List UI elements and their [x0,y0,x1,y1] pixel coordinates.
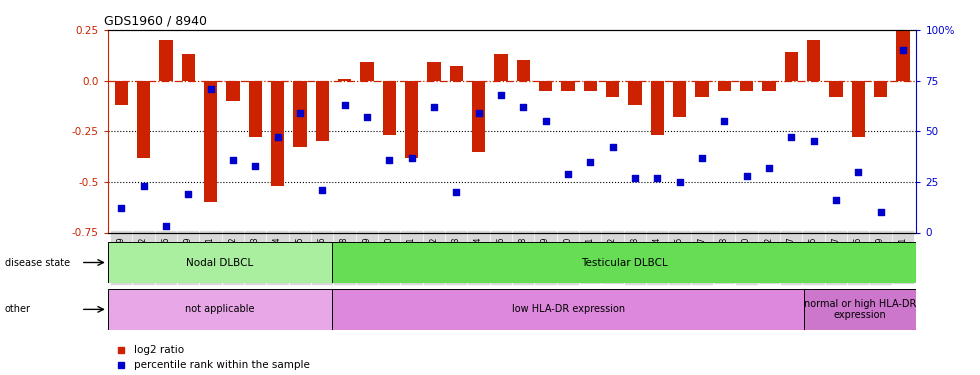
Bar [516,60,530,81]
Point [538,118,554,124]
Point [694,154,710,160]
Point [470,110,486,116]
Bar [108,242,332,283]
Point [381,157,397,163]
Bar [896,26,909,81]
Bar [226,81,239,101]
Point [806,138,821,144]
Point [114,205,129,211]
Point [493,92,509,98]
Bar [852,81,865,137]
Bar [874,81,887,97]
Legend: log2 ratio, percentile rank within the sample: log2 ratio, percentile rank within the s… [113,341,314,375]
Bar [695,81,709,97]
Point [203,86,219,92]
Bar [494,54,508,81]
Text: Nodal DLBCL: Nodal DLBCL [186,258,254,267]
Text: other: other [5,304,31,314]
Point [783,134,799,140]
Bar [583,81,597,91]
Point [247,163,263,169]
Bar [785,52,798,81]
Bar [628,81,642,105]
Point [560,171,575,177]
Text: GDS1960 / 8940: GDS1960 / 8940 [104,15,207,27]
Bar [427,62,441,81]
Point [671,179,687,185]
Bar [562,81,574,91]
Bar [159,40,172,81]
Point [315,187,330,193]
Bar [606,81,619,97]
Bar [829,81,843,97]
Bar [361,62,373,81]
Point [761,165,777,171]
Point [292,110,308,116]
Bar [740,81,754,91]
Bar [316,81,329,141]
Point [359,114,374,120]
Point [627,175,643,181]
Point [605,144,620,150]
Point [158,224,173,230]
Bar [651,81,663,135]
Text: disease state: disease state [5,258,70,267]
Point [404,154,419,160]
Bar [382,81,396,135]
Point [828,197,844,203]
Bar [332,242,916,283]
Point [895,47,910,53]
Bar [293,81,307,147]
Bar [137,81,150,158]
Bar [115,81,128,105]
Bar [450,66,463,81]
Point [135,183,151,189]
Text: not applicable: not applicable [185,304,255,314]
Point [716,118,732,124]
Bar [270,81,284,186]
Bar [332,289,804,330]
Point [337,102,353,108]
Point [582,159,598,165]
Point [739,173,755,179]
Point [449,189,465,195]
Bar [807,40,820,81]
Text: low HLA-DR expression: low HLA-DR expression [512,304,625,314]
Point [225,157,241,163]
Bar [471,81,485,152]
Point [270,134,285,140]
Bar [717,81,731,91]
Point [515,104,531,110]
Bar [539,81,553,91]
Bar [204,81,218,202]
Point [851,169,866,175]
Bar [338,79,351,81]
Bar [108,289,332,330]
Text: normal or high HLA-DR
expression: normal or high HLA-DR expression [804,298,916,320]
Point [873,209,889,215]
Bar [405,81,418,158]
Bar [249,81,262,137]
Point [426,104,442,110]
Point [650,175,665,181]
Bar [181,54,195,81]
Text: Testicular DLBCL: Testicular DLBCL [581,258,667,267]
Bar [804,289,916,330]
Bar [762,81,775,91]
Point [180,191,196,197]
Bar [673,81,686,117]
